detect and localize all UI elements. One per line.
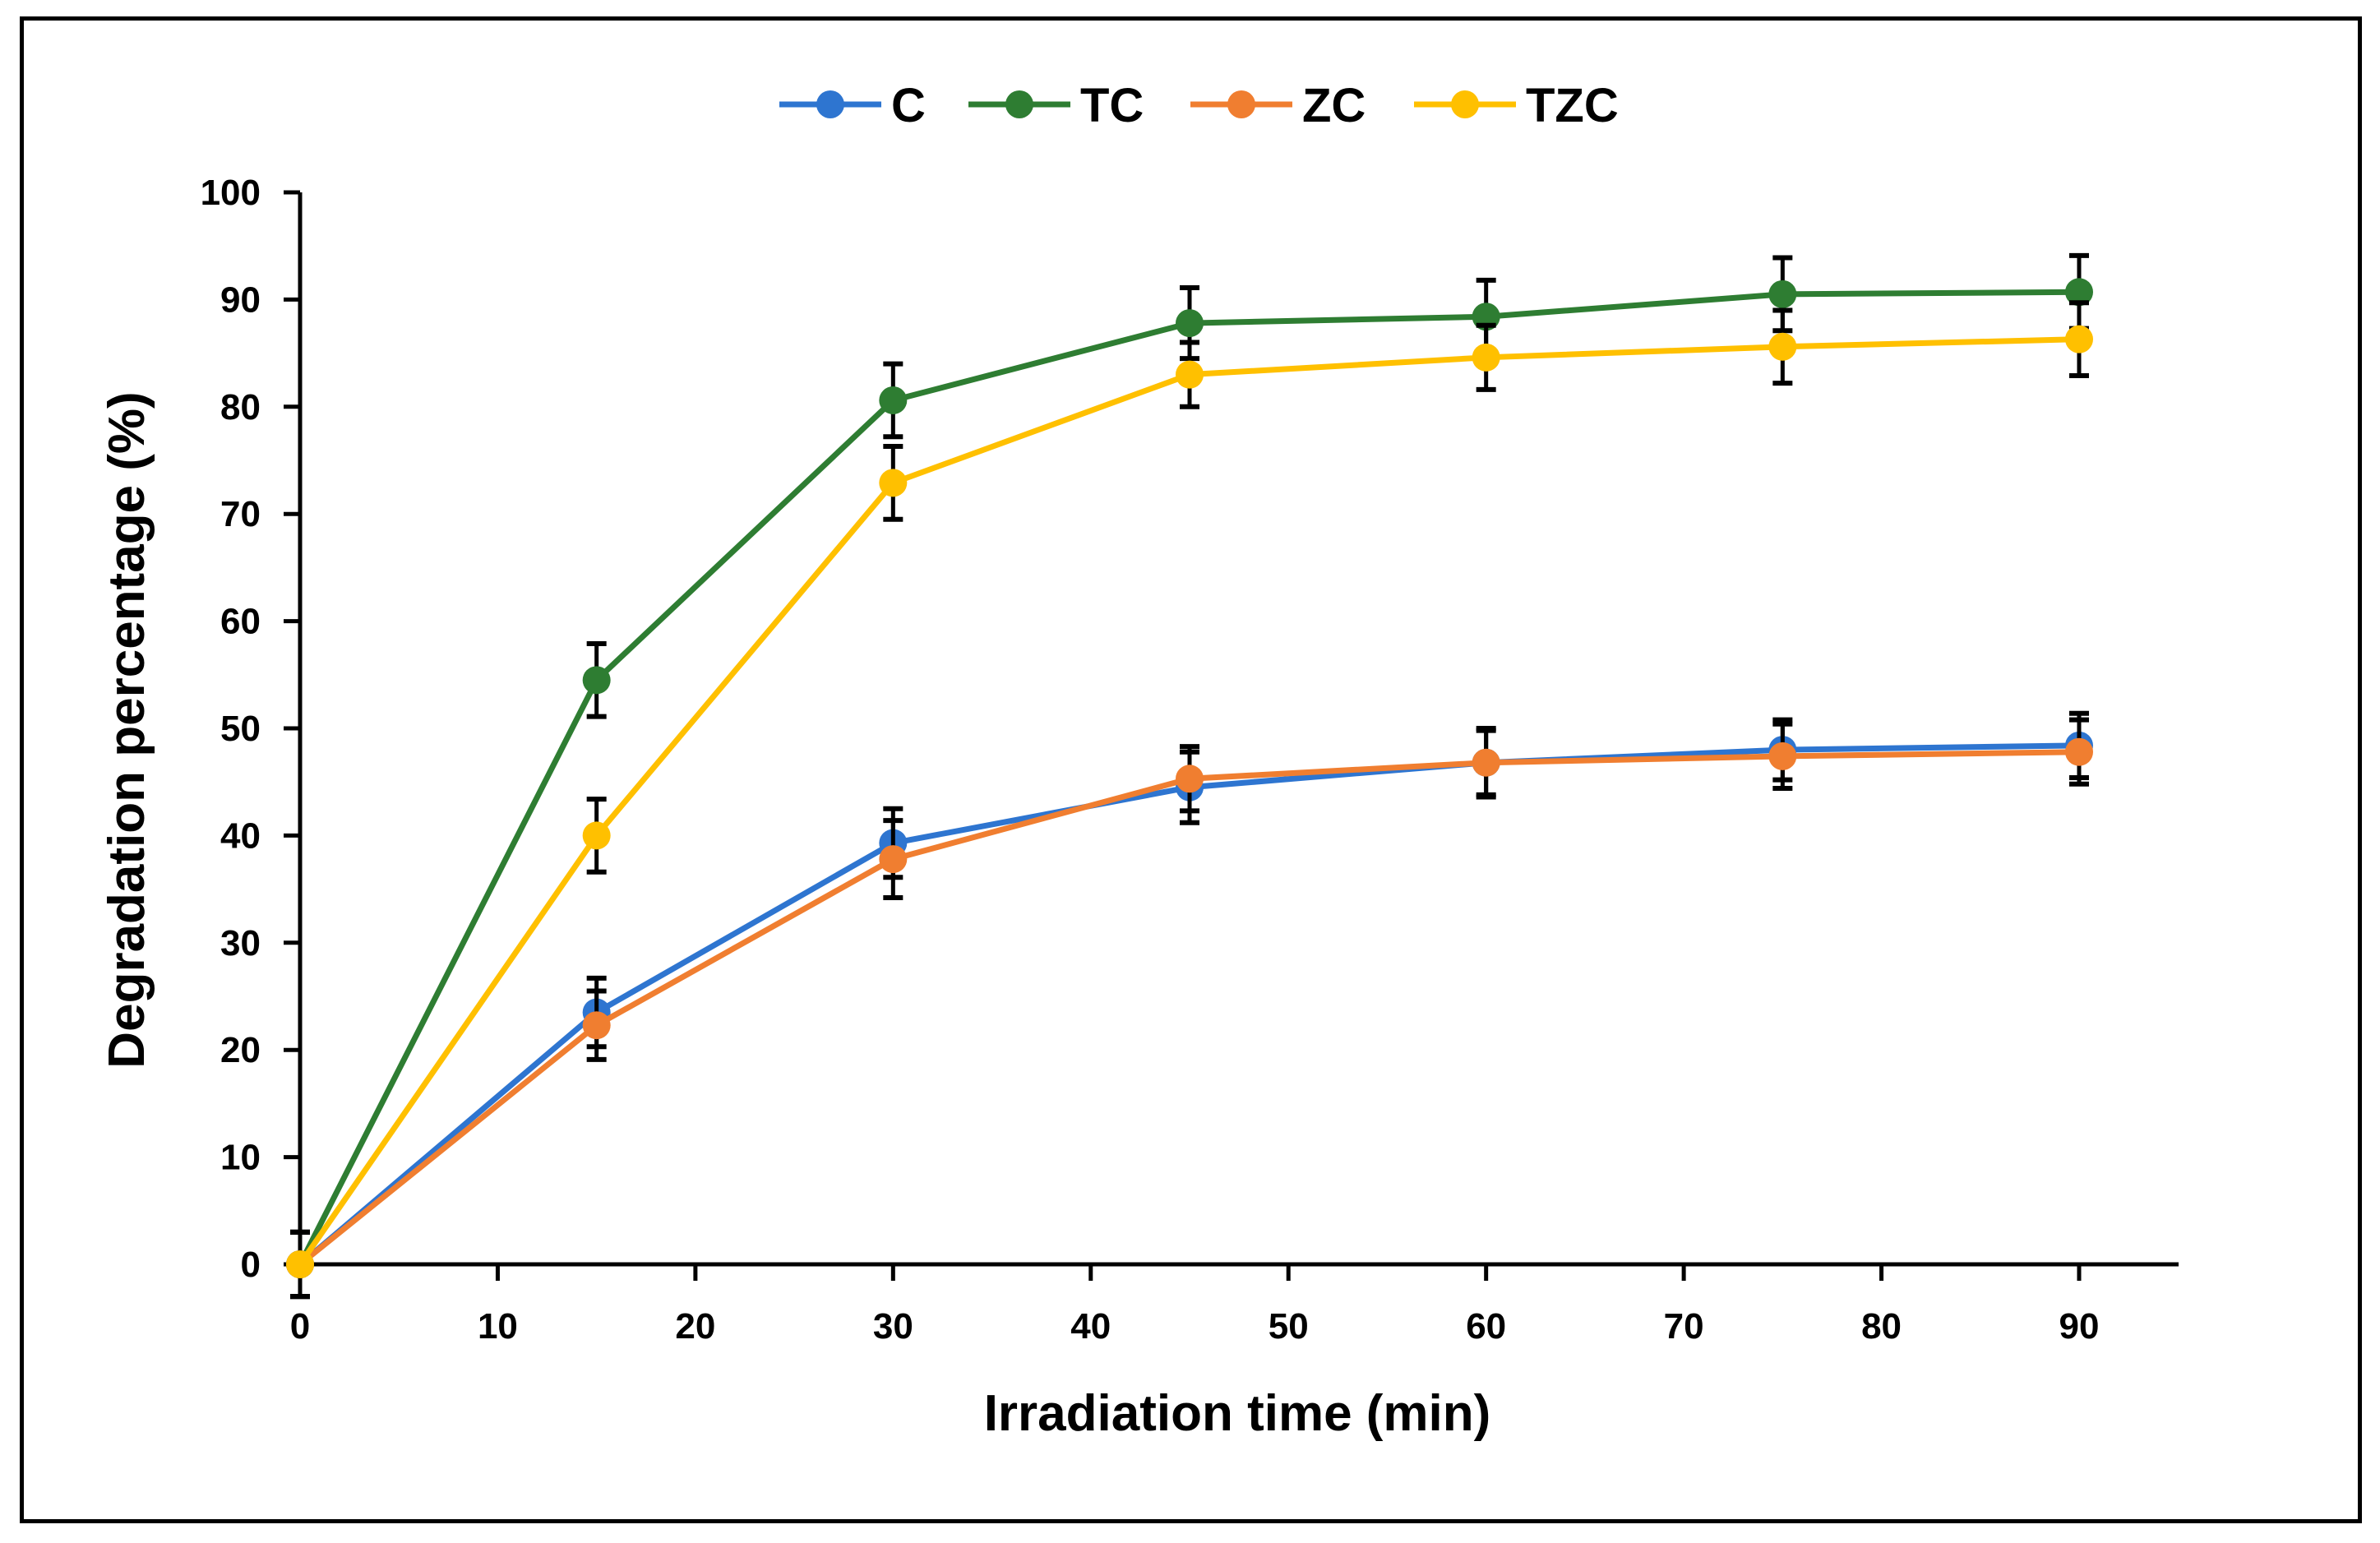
data-point-zc	[1768, 741, 1797, 770]
data-point-tzc	[2065, 325, 2093, 353]
y-tick-label: 50	[220, 709, 261, 749]
legend-item-c: C	[779, 79, 926, 132]
y-tick-label: 90	[220, 279, 261, 320]
legend-label-c: C	[891, 79, 926, 132]
data-point-zc	[2065, 737, 2093, 766]
y-tick-label: 60	[220, 602, 261, 642]
x-tick-label: 40	[1070, 1306, 1111, 1347]
legend-label-tc: TC	[1080, 79, 1144, 132]
y-tick-label: 30	[220, 923, 261, 963]
legend-marker-tc	[1005, 90, 1033, 118]
x-tick-label: 0	[290, 1306, 310, 1347]
legend: C TC ZC TZC	[779, 79, 1619, 132]
x-tick-label: 90	[2059, 1306, 2100, 1347]
data-point-tzc	[1176, 360, 1204, 389]
data-point-tzc	[1472, 343, 1500, 372]
series-layer	[286, 252, 2093, 1300]
x-tick-label: 60	[1466, 1306, 1506, 1347]
data-point-tzc	[286, 1250, 314, 1278]
x-tick-label: 10	[478, 1306, 518, 1347]
data-point-tc	[1768, 279, 1797, 308]
data-point-tc	[1176, 309, 1204, 338]
legend-label-zc: ZC	[1302, 79, 1366, 132]
legend-item-tc: TC	[968, 79, 1144, 132]
x-tick-label: 30	[873, 1306, 913, 1347]
y-ticks: 0 10 20 30 40 50 60 70 80 90 100	[201, 173, 300, 1285]
y-tick-label: 10	[220, 1138, 261, 1178]
legend-marker-tzc	[1451, 90, 1479, 118]
series-zc	[286, 717, 2093, 1300]
y-tick-label: 40	[220, 815, 261, 856]
data-point-zc	[1472, 748, 1500, 777]
data-point-tc	[582, 666, 611, 695]
legend-item-zc: ZC	[1190, 79, 1366, 132]
y-tick-label: 100	[201, 173, 261, 213]
x-tick-label: 20	[675, 1306, 715, 1347]
series-line-zc	[298, 749, 2080, 1267]
y-tick-label: 0	[241, 1245, 261, 1285]
y-axis-title: Degradation percentage (%)	[99, 391, 155, 1068]
x-tick-label: 70	[1664, 1306, 1704, 1347]
y-tick-label: 70	[220, 494, 261, 534]
data-point-tc	[2065, 278, 2093, 307]
legend-label-tzc: TZC	[1526, 79, 1619, 132]
legend-marker-zc	[1227, 90, 1255, 118]
data-point-tzc	[582, 821, 611, 850]
data-point-tzc	[1768, 332, 1797, 361]
x-ticks: 0 10 20 30 40 50 60 70 80 90	[290, 1264, 2100, 1347]
legend-item-tzc: TZC	[1414, 79, 1619, 132]
data-point-zc	[1176, 765, 1204, 793]
data-point-zc	[582, 1011, 611, 1040]
y-tick-label: 20	[220, 1030, 261, 1070]
data-point-zc	[879, 845, 908, 874]
legend-marker-c	[816, 90, 844, 118]
series-tzc	[286, 300, 2093, 1300]
axes: 0 10 20 30 40 50 60 70 80 90 100 0 10 20 30 40 50 60 70 80…	[201, 173, 2179, 1347]
x-axis-title: Irradiation time (min)	[984, 1385, 1491, 1442]
x-tick-label: 50	[1269, 1306, 1309, 1347]
data-point-tc	[879, 386, 908, 414]
data-point-tzc	[879, 469, 908, 497]
y-tick-label: 80	[220, 387, 261, 427]
x-tick-label: 80	[1861, 1306, 1902, 1347]
